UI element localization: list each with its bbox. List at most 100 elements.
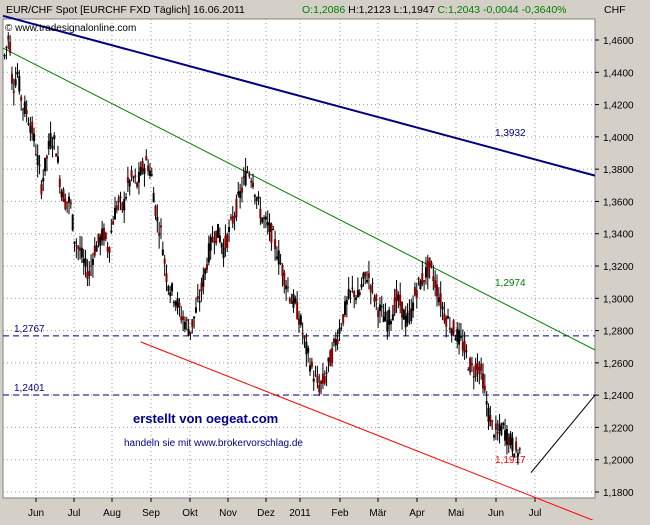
header-symbol: EUR/CHF Spot [EURCHF FXD Täglich] 16.06.… xyxy=(6,4,245,16)
candle-body xyxy=(340,327,343,329)
candle-body xyxy=(143,168,146,175)
candle-body xyxy=(496,431,499,434)
candle-body xyxy=(463,340,466,353)
candle-body xyxy=(200,282,203,292)
candle-body xyxy=(355,297,358,301)
candle-body xyxy=(244,170,247,186)
candle-body xyxy=(84,258,87,267)
y-tick-label: 1,3600 xyxy=(603,197,634,208)
candle-body xyxy=(130,170,133,177)
candle-body xyxy=(47,140,50,150)
candle-body xyxy=(301,332,304,335)
candle-body xyxy=(252,182,254,187)
candle-body xyxy=(395,289,398,302)
candle-body xyxy=(145,156,148,161)
candle-body xyxy=(298,318,300,325)
candle-body xyxy=(470,363,473,366)
candle-body xyxy=(62,189,65,203)
candle-body xyxy=(178,302,181,308)
candle-body xyxy=(209,236,212,251)
candle-body xyxy=(110,230,113,233)
candle-body xyxy=(454,338,457,340)
candle-body xyxy=(77,246,80,249)
candle-body xyxy=(507,436,510,446)
candle-body xyxy=(117,197,120,203)
candle-body xyxy=(9,41,12,53)
y-tick-label: 1,4200 xyxy=(603,101,634,112)
candle-body xyxy=(299,315,302,326)
candle-body xyxy=(55,154,58,157)
x-tick-label: Feb xyxy=(331,508,349,519)
trend-line-label: 1,1917 xyxy=(495,455,526,466)
candle-body xyxy=(36,155,39,165)
candle-body xyxy=(64,198,67,210)
x-tick-label: Nov xyxy=(219,508,237,519)
plot-area xyxy=(2,18,596,499)
candle-body xyxy=(71,214,74,231)
candle-body xyxy=(38,164,41,166)
candle-body xyxy=(82,259,85,264)
candle-body xyxy=(257,196,260,199)
candle-body xyxy=(351,287,354,289)
candle-body xyxy=(430,262,433,266)
candle-body xyxy=(305,341,308,355)
candle-body xyxy=(196,295,199,300)
candle-body xyxy=(452,320,455,334)
y-tick-label: 1,4000 xyxy=(603,133,634,144)
candle-body xyxy=(369,285,372,293)
candle-body xyxy=(458,330,461,345)
candle-body xyxy=(14,79,17,86)
candle-body xyxy=(156,216,159,222)
candle-body xyxy=(250,181,253,183)
candle-body xyxy=(494,423,497,431)
candle-body xyxy=(152,192,155,203)
candle-body xyxy=(285,285,288,290)
currency-label: CHF xyxy=(604,4,626,16)
credit-annotation: erstellt von oegeat.com xyxy=(133,411,278,426)
x-tick-label: Jul xyxy=(529,508,542,519)
candle-body xyxy=(448,327,451,330)
candle-body xyxy=(33,133,36,142)
candle-body xyxy=(169,292,172,297)
x-tick-label: Jun xyxy=(488,508,504,519)
candle-body xyxy=(478,366,481,375)
candle-body xyxy=(386,320,389,332)
candle-body xyxy=(176,298,179,308)
candle-body xyxy=(204,268,207,275)
candle-body xyxy=(207,243,210,263)
candle-body xyxy=(402,309,405,320)
candle-body xyxy=(158,232,161,236)
candle-body xyxy=(375,295,378,301)
candle-body xyxy=(16,71,19,75)
candle-body xyxy=(180,316,183,321)
candle-body xyxy=(413,287,416,296)
candle-body xyxy=(393,297,396,314)
candle-body xyxy=(220,243,223,248)
candle-body xyxy=(417,277,420,280)
x-tick-label: Jul xyxy=(68,508,81,519)
candle-body xyxy=(498,423,501,431)
candle-body xyxy=(259,208,262,219)
candle-body xyxy=(485,401,488,405)
candle-body xyxy=(148,170,151,177)
candle-body xyxy=(360,283,363,288)
candle-body xyxy=(338,328,341,334)
candle-body xyxy=(22,108,24,110)
candle-body xyxy=(99,236,102,246)
y-tick-label: 1,3800 xyxy=(603,165,634,176)
trend-line xyxy=(2,47,596,351)
candle-body xyxy=(428,257,431,268)
candle-body xyxy=(136,182,139,187)
candle-body xyxy=(108,247,111,254)
candle-body xyxy=(447,316,450,319)
candle-body xyxy=(344,301,346,315)
candle-body xyxy=(314,374,317,376)
candle-body xyxy=(419,280,422,290)
x-tick-label: Jun xyxy=(28,508,44,519)
candle-body xyxy=(235,198,238,217)
candle-body xyxy=(288,298,291,302)
candle-body xyxy=(439,293,442,308)
candle-body xyxy=(56,156,59,163)
candle-body xyxy=(191,319,194,328)
candle-body xyxy=(515,441,518,451)
